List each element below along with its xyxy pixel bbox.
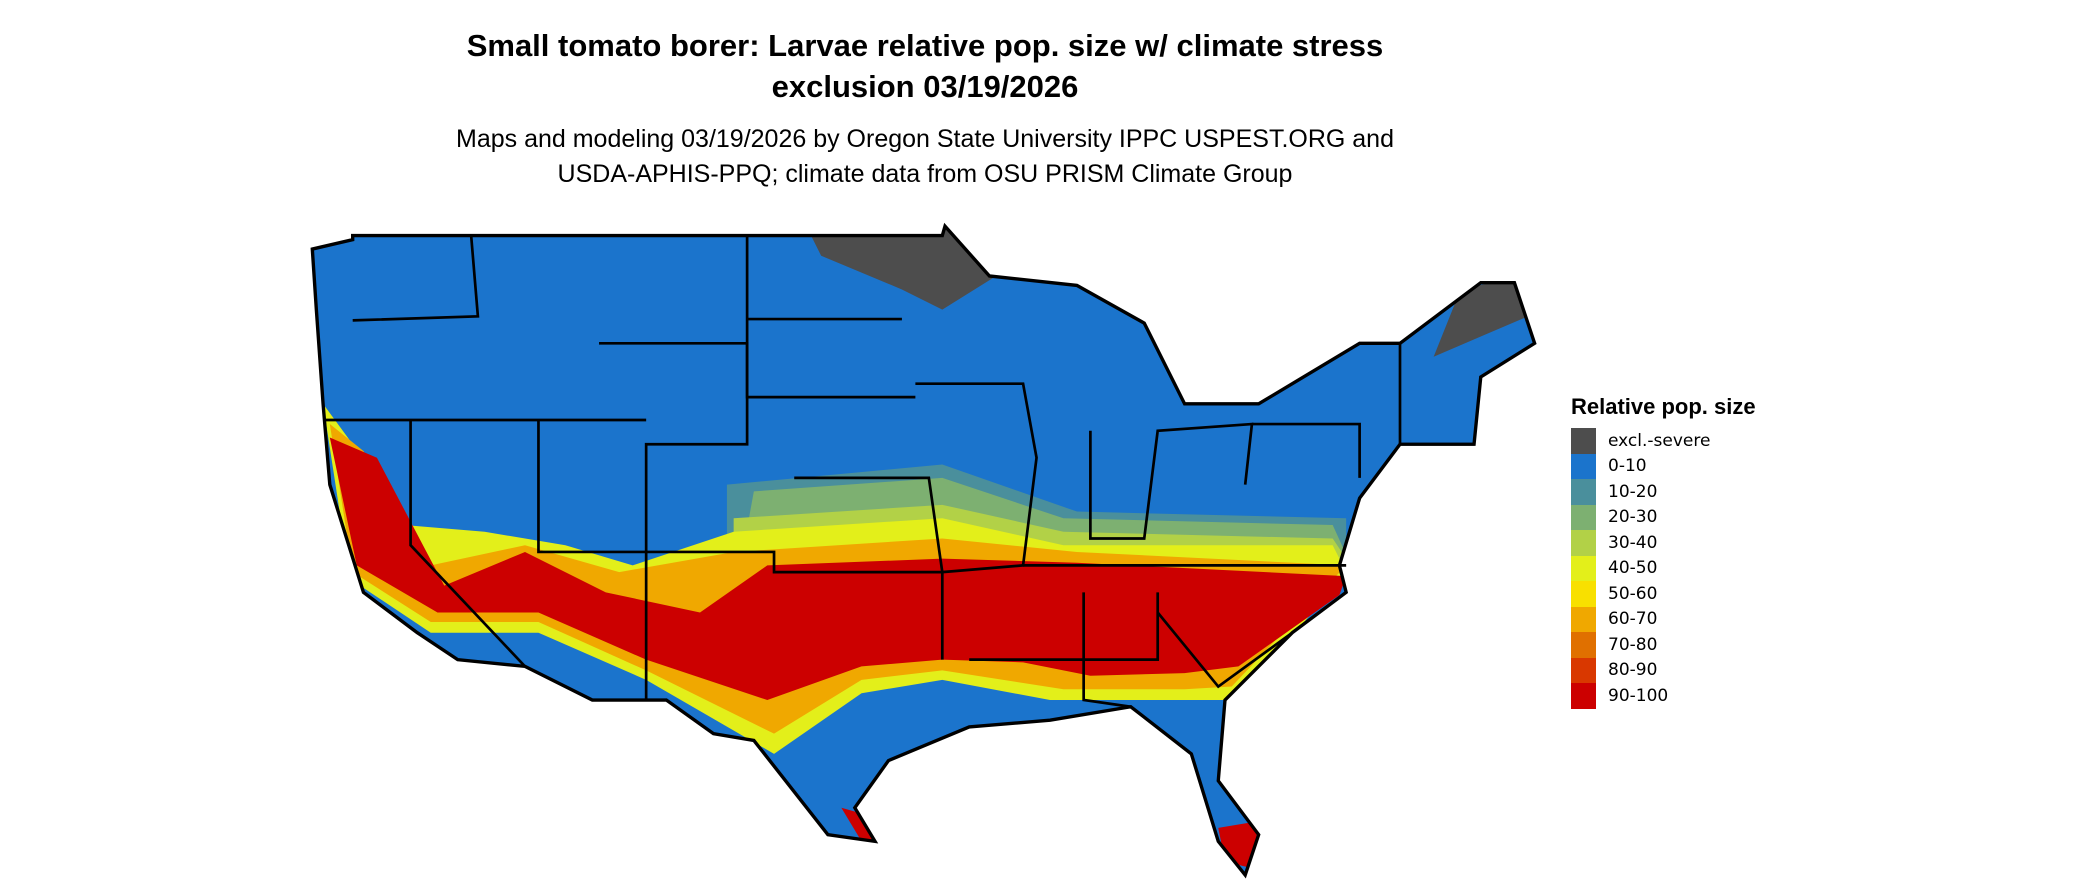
map-title-line2: exclusion 03/19/2026 bbox=[771, 69, 1079, 104]
state-border bbox=[646, 550, 944, 660]
state-border bbox=[1251, 422, 1361, 478]
legend-item: 90-100 bbox=[1571, 683, 1756, 709]
state-border bbox=[537, 420, 648, 701]
legend-title: Relative pop. size bbox=[1571, 394, 1756, 419]
zone-excl-severe-north bbox=[807, 228, 997, 310]
state-border bbox=[352, 235, 480, 322]
legend-label: 40-50 bbox=[1608, 558, 1658, 579]
state-border bbox=[1089, 422, 1254, 540]
state-border bbox=[599, 341, 749, 552]
legend-label: 20-30 bbox=[1608, 507, 1658, 528]
legend-item: 70-80 bbox=[1571, 632, 1756, 658]
legend: Relative pop. size excl.-severe 0-10 10-20… bbox=[1571, 394, 1756, 709]
legend-swatch bbox=[1571, 632, 1596, 658]
legend-swatch bbox=[1571, 428, 1596, 454]
state-borders bbox=[323, 235, 1475, 709]
state-border bbox=[915, 382, 1038, 574]
state-border bbox=[1398, 343, 1475, 446]
map-subtitle-line2: USDA-APHIS-PPQ; climate data from OSU PR… bbox=[557, 160, 1293, 188]
legend-label: 70-80 bbox=[1608, 634, 1658, 655]
legend-swatch bbox=[1571, 581, 1596, 607]
legend-swatch bbox=[1571, 606, 1596, 632]
legend-item: 80-90 bbox=[1571, 657, 1756, 683]
legend-item: 10-20 bbox=[1571, 479, 1756, 505]
legend-label: 60-70 bbox=[1608, 609, 1658, 630]
legend-label: 0-10 bbox=[1608, 456, 1647, 477]
legend-label: 30-40 bbox=[1608, 532, 1658, 553]
legend-swatch bbox=[1571, 683, 1596, 709]
state-border bbox=[745, 235, 916, 399]
legend-item: 60-70 bbox=[1571, 606, 1756, 632]
zone-90-100 bbox=[329, 437, 1347, 701]
legend-item: 20-30 bbox=[1571, 504, 1756, 530]
legend-label: 80-90 bbox=[1608, 660, 1658, 681]
map-raster bbox=[312, 226, 1535, 876]
state-border bbox=[409, 420, 526, 668]
legend-swatch bbox=[1571, 555, 1596, 581]
state-border bbox=[1156, 611, 1294, 689]
legend-swatch bbox=[1571, 530, 1596, 556]
legend-label: 10-20 bbox=[1608, 481, 1658, 502]
legend-label: excl.-severe bbox=[1608, 430, 1711, 451]
legend-item: 0-10 bbox=[1571, 453, 1756, 479]
legend-label: 90-100 bbox=[1608, 685, 1669, 706]
map-title-line1: Small tomato borer: Larvae relative pop.… bbox=[466, 28, 1384, 63]
legend-label: 50-60 bbox=[1608, 583, 1658, 604]
legend-item: 50-60 bbox=[1571, 581, 1756, 607]
legend-item: 30-40 bbox=[1571, 530, 1756, 556]
legend-swatch bbox=[1571, 504, 1596, 530]
zone-excl-severe-maine bbox=[1433, 275, 1528, 357]
legend-items: excl.-severe 0-10 10-20 20-30 30-40 40-50 50-6… bbox=[1571, 428, 1756, 709]
map-subtitle-line1: Maps and modeling 03/19/2026 by Oregon S… bbox=[456, 125, 1394, 153]
state-border bbox=[794, 476, 944, 573]
state-border bbox=[969, 592, 1160, 661]
state-border bbox=[1082, 592, 1131, 709]
us-outline bbox=[310, 222, 1537, 879]
legend-swatch bbox=[1571, 453, 1596, 479]
legend-item: 40-50 bbox=[1571, 555, 1756, 581]
legend-item: excl.-severe bbox=[1571, 428, 1756, 454]
legend-swatch bbox=[1571, 479, 1596, 505]
legend-swatch bbox=[1571, 657, 1596, 683]
